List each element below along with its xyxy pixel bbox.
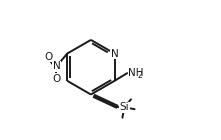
Text: N: N: [53, 61, 60, 71]
Text: Si: Si: [120, 102, 129, 112]
Text: N: N: [111, 49, 118, 59]
Text: 2: 2: [138, 71, 143, 80]
Text: NH: NH: [128, 68, 143, 78]
Text: O: O: [52, 74, 61, 84]
Text: O: O: [44, 52, 52, 62]
